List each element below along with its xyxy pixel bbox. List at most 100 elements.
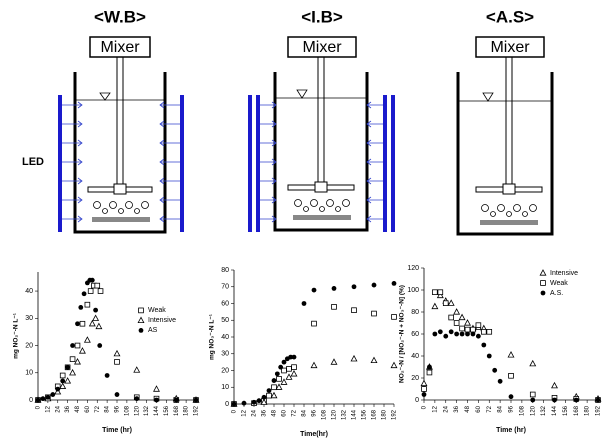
point bbox=[310, 361, 318, 369]
bubble bbox=[134, 208, 140, 214]
bubble bbox=[102, 208, 108, 214]
level-mark bbox=[99, 92, 111, 101]
light-arrow bbox=[366, 215, 383, 223]
x-tick-label: 84 bbox=[105, 405, 111, 412]
point bbox=[74, 358, 81, 365]
point bbox=[448, 314, 454, 321]
point bbox=[427, 364, 432, 370]
light-arrow bbox=[159, 215, 180, 223]
point bbox=[74, 342, 81, 349]
point bbox=[271, 384, 277, 391]
x-tick-label: 108 bbox=[322, 409, 328, 420]
reactor-diagrams: <W.B> Mixer LED <I.B> Mixer <A.S> Mixer bbox=[22, 7, 554, 236]
y-tick-label: 40 bbox=[221, 334, 229, 341]
y-tick-label: 60 bbox=[411, 331, 419, 338]
point bbox=[97, 343, 103, 348]
x-tick-label: 72 bbox=[487, 405, 493, 412]
x-tick-label: 60 bbox=[85, 405, 91, 412]
point bbox=[60, 378, 66, 384]
point bbox=[78, 347, 86, 354]
point bbox=[350, 354, 358, 362]
x-tick-label: 84 bbox=[302, 409, 308, 416]
vessel bbox=[273, 72, 369, 232]
x-tick-label: 180 bbox=[184, 405, 190, 416]
mixer-label: Mixer bbox=[100, 39, 140, 56]
point bbox=[311, 287, 317, 293]
hub bbox=[314, 181, 328, 193]
x-tick-label: 156 bbox=[164, 405, 170, 416]
x-tick-label: 144 bbox=[154, 405, 160, 416]
x-tick-label: 168 bbox=[574, 405, 580, 416]
light-arrow bbox=[260, 158, 277, 166]
y-tick-label: 120 bbox=[407, 265, 419, 272]
x-tick-label: 180 bbox=[585, 405, 591, 416]
point bbox=[69, 356, 76, 362]
shaft bbox=[505, 56, 513, 188]
diagram-title: <W.B> bbox=[94, 7, 146, 26]
x-tick-label: 60 bbox=[282, 409, 288, 416]
point bbox=[486, 353, 492, 359]
vessel bbox=[73, 72, 167, 234]
light-arrow bbox=[260, 196, 277, 204]
bubble bbox=[326, 199, 334, 207]
point bbox=[278, 364, 284, 370]
mixer-label: Mixer bbox=[302, 39, 342, 56]
point bbox=[154, 397, 159, 403]
light-arrow bbox=[159, 120, 180, 128]
light-arrow bbox=[366, 158, 383, 166]
y-tick-label: 80 bbox=[411, 309, 419, 316]
x-tick-label: 24 bbox=[55, 405, 61, 412]
point bbox=[420, 379, 428, 387]
x-tick-label: 84 bbox=[498, 405, 504, 412]
bubble bbox=[109, 201, 117, 209]
point bbox=[266, 388, 272, 393]
point bbox=[291, 354, 297, 360]
bubble bbox=[342, 199, 350, 207]
hub bbox=[113, 183, 127, 195]
point bbox=[35, 397, 41, 403]
bubble bbox=[125, 201, 133, 209]
point bbox=[371, 282, 377, 288]
x-tick-label: 60 bbox=[476, 405, 482, 412]
light-arrow bbox=[366, 177, 383, 185]
legend-marker bbox=[540, 280, 546, 286]
point bbox=[437, 329, 443, 335]
x-tick-label: 168 bbox=[372, 409, 378, 420]
point bbox=[291, 364, 297, 370]
point bbox=[391, 281, 397, 286]
light-arrow bbox=[260, 139, 277, 147]
bubble bbox=[335, 206, 341, 212]
bubble bbox=[310, 199, 318, 207]
point bbox=[59, 372, 66, 379]
x-tick-label: 96 bbox=[509, 405, 515, 412]
light-arrow bbox=[366, 120, 383, 128]
point bbox=[251, 399, 257, 405]
point bbox=[274, 371, 280, 377]
x-tick-label: 144 bbox=[352, 409, 358, 420]
legend-label: AS bbox=[148, 327, 158, 334]
x-tick-label: 132 bbox=[342, 409, 348, 420]
y-tick-label: 40 bbox=[25, 288, 33, 295]
point bbox=[507, 351, 515, 358]
point bbox=[231, 401, 237, 407]
legend-marker bbox=[138, 328, 144, 333]
point bbox=[280, 378, 288, 385]
point bbox=[193, 397, 199, 403]
point bbox=[78, 305, 84, 310]
point bbox=[481, 342, 487, 348]
point bbox=[59, 382, 67, 389]
light-arrow bbox=[62, 215, 83, 223]
light-arrow bbox=[62, 139, 83, 147]
point bbox=[492, 367, 498, 373]
y-tick-label: 0 bbox=[415, 397, 419, 404]
point bbox=[173, 397, 179, 403]
light-arrow bbox=[366, 196, 383, 204]
point bbox=[97, 288, 104, 294]
y-tick-label: 30 bbox=[25, 315, 33, 322]
bubble bbox=[303, 206, 309, 212]
bubble bbox=[93, 201, 101, 209]
bubble bbox=[481, 204, 489, 212]
diagram-title: <I.B> bbox=[301, 7, 343, 26]
point bbox=[94, 282, 101, 289]
